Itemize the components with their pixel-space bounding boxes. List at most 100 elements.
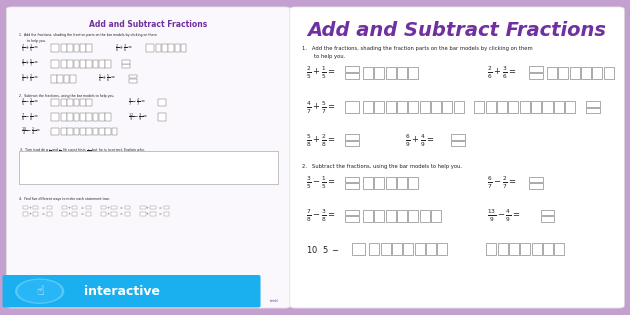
Bar xyxy=(122,64,130,68)
Text: =: = xyxy=(120,212,122,216)
Bar xyxy=(93,128,98,135)
Bar xyxy=(80,99,86,106)
Bar xyxy=(86,44,92,52)
Bar xyxy=(543,243,553,255)
Bar xyxy=(156,44,161,52)
Text: $\frac{5}{6}+\frac{5}{6}=$: $\frac{5}{6}+\frac{5}{6}=$ xyxy=(98,73,117,84)
Bar xyxy=(61,44,67,52)
Bar xyxy=(146,44,154,52)
Bar xyxy=(397,101,407,113)
Bar xyxy=(345,183,359,189)
Text: $\frac{12}{9}-\frac{3}{9}=$: $\frac{12}{9}-\frac{3}{9}=$ xyxy=(128,111,148,123)
Bar xyxy=(520,243,530,255)
Bar xyxy=(125,212,130,216)
Bar xyxy=(397,67,407,79)
Bar xyxy=(397,210,407,222)
Bar xyxy=(51,128,59,135)
Bar xyxy=(122,60,130,64)
Bar xyxy=(554,101,564,113)
Bar xyxy=(497,101,507,113)
Text: =: = xyxy=(81,206,83,210)
Bar xyxy=(61,99,67,106)
Bar xyxy=(454,101,464,113)
Text: $\frac{2}{6}+\frac{3}{6}=$: $\frac{2}{6}+\frac{3}{6}=$ xyxy=(115,42,134,54)
Bar xyxy=(403,243,413,255)
Bar xyxy=(420,210,430,222)
Bar xyxy=(345,141,359,146)
Bar xyxy=(592,67,602,79)
Text: 1.   Add the fractions, shading the fraction parts on the bar models by clicking: 1. Add the fractions, shading the fracti… xyxy=(302,46,533,51)
Text: $\frac{6}{7}-\frac{2}{7}=$: $\frac{6}{7}-\frac{2}{7}=$ xyxy=(487,175,517,191)
Bar xyxy=(67,113,73,121)
Bar xyxy=(451,141,465,146)
Bar xyxy=(99,113,105,121)
Bar xyxy=(61,60,67,68)
Bar xyxy=(542,101,553,113)
Bar xyxy=(554,243,564,255)
Bar xyxy=(140,212,146,216)
Bar xyxy=(93,60,98,68)
Bar xyxy=(150,206,156,209)
Bar xyxy=(74,99,79,106)
Bar xyxy=(508,101,518,113)
Text: $\frac{2}{5}+\frac{1}{5}=$: $\frac{2}{5}+\frac{1}{5}=$ xyxy=(21,42,39,54)
Bar xyxy=(392,243,402,255)
FancyBboxPatch shape xyxy=(6,7,290,308)
Bar xyxy=(80,60,86,68)
Bar xyxy=(531,101,541,113)
Text: $\frac{2}{5}+\frac{1}{5}=$: $\frac{2}{5}+\frac{1}{5}=$ xyxy=(306,65,336,81)
Bar xyxy=(345,177,359,182)
Bar xyxy=(386,67,396,79)
Bar xyxy=(99,128,105,135)
Bar xyxy=(125,206,130,209)
Text: =: = xyxy=(120,206,122,210)
Bar xyxy=(181,44,186,52)
Text: +: + xyxy=(68,206,71,210)
Bar xyxy=(168,44,174,52)
FancyBboxPatch shape xyxy=(290,7,624,308)
Text: +: + xyxy=(146,212,149,216)
Bar xyxy=(70,75,76,83)
Bar xyxy=(345,216,359,222)
Text: Add and Subtract Fractions: Add and Subtract Fractions xyxy=(89,20,207,30)
Bar xyxy=(61,113,67,121)
Bar xyxy=(415,243,425,255)
Bar xyxy=(86,212,91,216)
Bar xyxy=(408,67,418,79)
Bar xyxy=(61,128,67,135)
Text: +: + xyxy=(107,206,110,210)
Text: $\frac{7}{8}-\frac{3}{8}=$: $\frac{7}{8}-\frac{3}{8}=$ xyxy=(21,111,39,123)
Circle shape xyxy=(16,279,64,303)
Text: +: + xyxy=(68,212,71,216)
Bar xyxy=(51,113,59,121)
Bar xyxy=(72,212,77,216)
Text: to help you.: to help you. xyxy=(27,39,46,43)
Bar xyxy=(558,67,568,79)
Bar xyxy=(158,99,166,106)
Bar xyxy=(23,206,28,209)
Text: $\frac{10}{4}-\frac{2}{4}=$: $\frac{10}{4}-\frac{2}{4}=$ xyxy=(21,126,41,137)
Bar xyxy=(345,210,359,215)
Text: $\frac{3}{5}-\frac{1}{5}=$: $\frac{3}{5}-\frac{1}{5}=$ xyxy=(21,97,39,108)
Text: +: + xyxy=(29,206,32,210)
Text: $\frac{4}{7}+\frac{5}{7}=$: $\frac{4}{7}+\frac{5}{7}=$ xyxy=(306,99,336,116)
Bar xyxy=(111,212,117,216)
Bar xyxy=(374,177,384,189)
Bar xyxy=(99,60,105,68)
Bar xyxy=(520,101,530,113)
Bar xyxy=(62,206,67,209)
Bar xyxy=(47,206,52,209)
Text: $\frac{2}{6}+\frac{3}{6}=$: $\frac{2}{6}+\frac{3}{6}=$ xyxy=(487,65,517,81)
Bar xyxy=(19,151,278,184)
Bar xyxy=(541,210,554,215)
Bar xyxy=(67,128,73,135)
Bar xyxy=(586,101,600,107)
Bar xyxy=(105,113,111,121)
Text: 2.   Subtract the fractions, using the bar models to help you.: 2. Subtract the fractions, using the bar… xyxy=(302,164,462,169)
Text: +: + xyxy=(146,206,149,210)
Bar xyxy=(532,243,542,255)
Text: $\frac{13}{9}-\frac{4}{9}=$: $\frac{13}{9}-\frac{4}{9}=$ xyxy=(487,208,520,224)
Bar xyxy=(129,75,137,78)
Circle shape xyxy=(18,280,61,302)
Bar xyxy=(486,243,496,255)
